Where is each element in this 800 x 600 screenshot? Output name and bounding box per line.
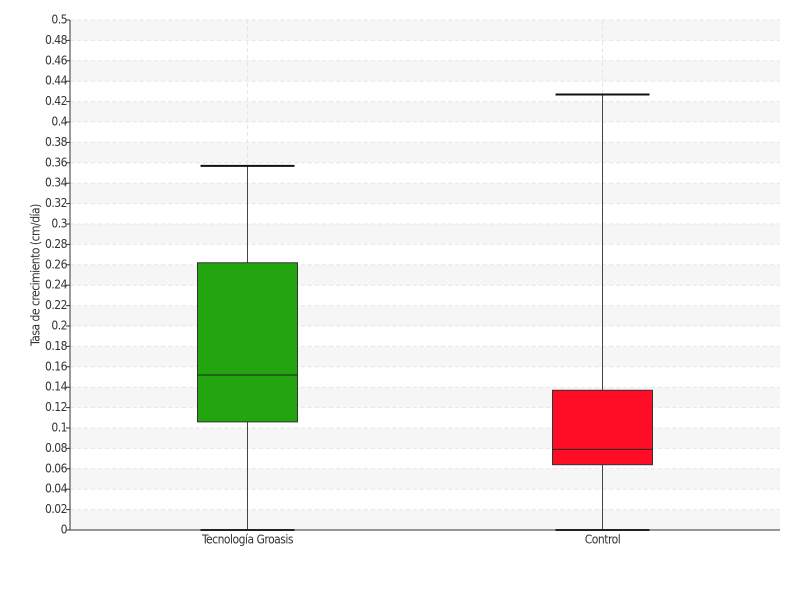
x-tick-label: Tecnología Groasis bbox=[201, 533, 294, 547]
y-tick-label: 0.08 bbox=[45, 441, 68, 455]
y-tick-label: 0.28 bbox=[45, 237, 68, 251]
y-tick-label: 0.32 bbox=[45, 196, 67, 210]
y-tick-label: 0.16 bbox=[45, 359, 68, 373]
y-tick-label: 0.04 bbox=[45, 482, 68, 496]
y-axis-label: Tasa de crecimiento (cm/día) bbox=[29, 204, 43, 347]
y-tick-label: 0.12 bbox=[45, 400, 67, 414]
y-tick-label: 0.1 bbox=[51, 421, 67, 435]
grid-band bbox=[70, 20, 780, 41]
grid-band bbox=[70, 60, 780, 82]
grid-band bbox=[70, 142, 780, 163]
box bbox=[197, 262, 298, 423]
grid-band bbox=[70, 264, 780, 286]
y-tick-label: 0.26 bbox=[45, 257, 68, 271]
y-tick-label: 0.3 bbox=[51, 217, 67, 231]
y-tick-label: 0.18 bbox=[45, 339, 68, 353]
y-tick-label: 0.5 bbox=[51, 13, 67, 27]
grid-band bbox=[70, 509, 780, 530]
y-tick-label: 0.48 bbox=[45, 33, 68, 47]
y-tick-label: 0.22 bbox=[45, 298, 67, 312]
y-tick-label: 0.02 bbox=[45, 502, 67, 516]
grid-band bbox=[70, 428, 780, 449]
y-tick-label: 0.46 bbox=[45, 53, 68, 67]
y-tick-label: 0.24 bbox=[45, 278, 68, 292]
grid-band bbox=[70, 224, 780, 245]
grid-band bbox=[70, 346, 780, 367]
grid-band bbox=[70, 101, 780, 122]
grid-band bbox=[70, 387, 780, 408]
y-tick-label: 0 bbox=[61, 523, 68, 537]
y-tick-label: 0.06 bbox=[45, 461, 68, 475]
y-tick-label: 0.36 bbox=[45, 155, 68, 169]
y-tick-label: 0.34 bbox=[45, 176, 68, 190]
y-tick-label: 0.4 bbox=[51, 115, 67, 129]
grid-band bbox=[70, 468, 780, 490]
y-tick-label: 0.44 bbox=[45, 74, 68, 88]
x-tick-label: Control bbox=[585, 533, 621, 547]
y-tick-label: 0.2 bbox=[51, 319, 67, 333]
y-tick-label: 0.38 bbox=[45, 135, 68, 149]
box bbox=[552, 389, 653, 466]
y-tick-label: 0.42 bbox=[45, 94, 67, 108]
grid-band bbox=[70, 183, 780, 204]
grid-band bbox=[70, 305, 780, 326]
y-tick-label: 0.14 bbox=[45, 380, 68, 394]
